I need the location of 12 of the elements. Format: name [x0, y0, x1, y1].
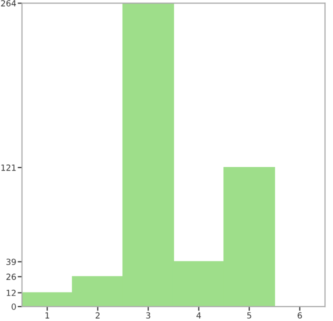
y-tick-label: 12	[6, 290, 16, 296]
x-tick-label: 1	[45, 312, 50, 318]
y-tick-label: 0	[12, 304, 16, 310]
y-tick-label: 264	[1, 0, 16, 6]
y-tick-label: 26	[6, 274, 16, 280]
x-tick-label: 6	[298, 312, 302, 319]
x-tick-label: 2	[96, 312, 100, 318]
y-tick-label: 39	[6, 258, 16, 266]
x-tick-label: 5	[247, 312, 252, 319]
x-tick-label: 3	[146, 312, 150, 319]
x-tick-label: 4	[196, 312, 201, 318]
y-tick-label: 121	[1, 164, 16, 171]
